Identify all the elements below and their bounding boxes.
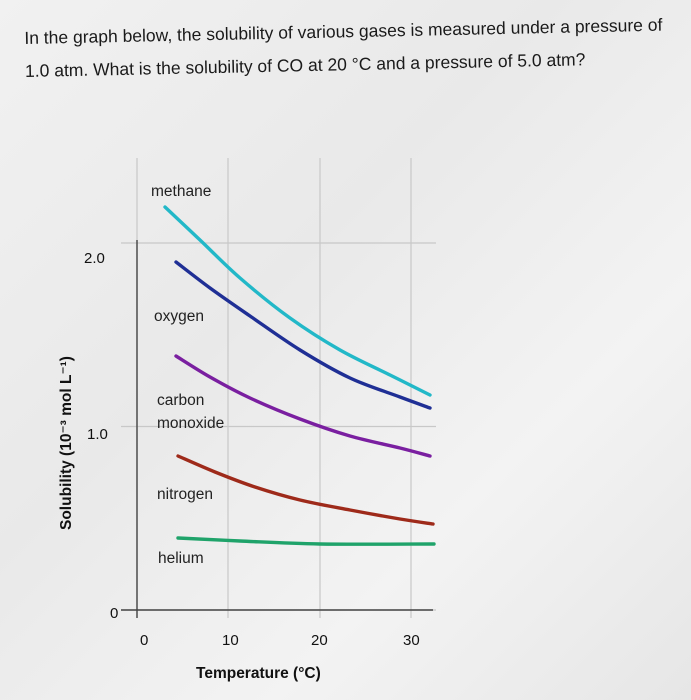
carbon-monoxide-label: carbon bbox=[157, 392, 204, 409]
x-tick-label: 30 bbox=[403, 632, 420, 649]
nitrogen-label: nitrogen bbox=[157, 486, 213, 503]
y-tick-label: 1.0 bbox=[87, 426, 108, 443]
y-axis-title: Solubility (10⁻³ mol L⁻¹) bbox=[58, 356, 75, 530]
y-tick-label: 0 bbox=[110, 605, 118, 622]
carbon-monoxide-line bbox=[174, 354, 432, 458]
methane-line bbox=[163, 205, 432, 397]
nitrogen-line bbox=[176, 454, 435, 526]
x-axis-title: Temperature (°C) bbox=[196, 665, 321, 682]
x-tick-label: 0 bbox=[140, 632, 148, 649]
y-tick-label: 2.0 bbox=[84, 250, 105, 267]
helium-line bbox=[176, 536, 436, 546]
methane-label: methane bbox=[151, 183, 211, 200]
carbon-monoxide-label: monoxide bbox=[157, 415, 224, 432]
oxygen-line bbox=[174, 260, 432, 410]
axes bbox=[121, 240, 433, 618]
helium-label: helium bbox=[158, 550, 204, 567]
x-tick-label: 10 bbox=[222, 632, 239, 649]
grid bbox=[121, 158, 436, 618]
oxygen-label: oxygen bbox=[154, 308, 204, 325]
series bbox=[163, 205, 436, 546]
x-tick-label: 20 bbox=[311, 632, 328, 649]
labels: 0 1.0 2.0 0 10 20 30 Temperature (°C) Solubility… bbox=[58, 183, 420, 682]
